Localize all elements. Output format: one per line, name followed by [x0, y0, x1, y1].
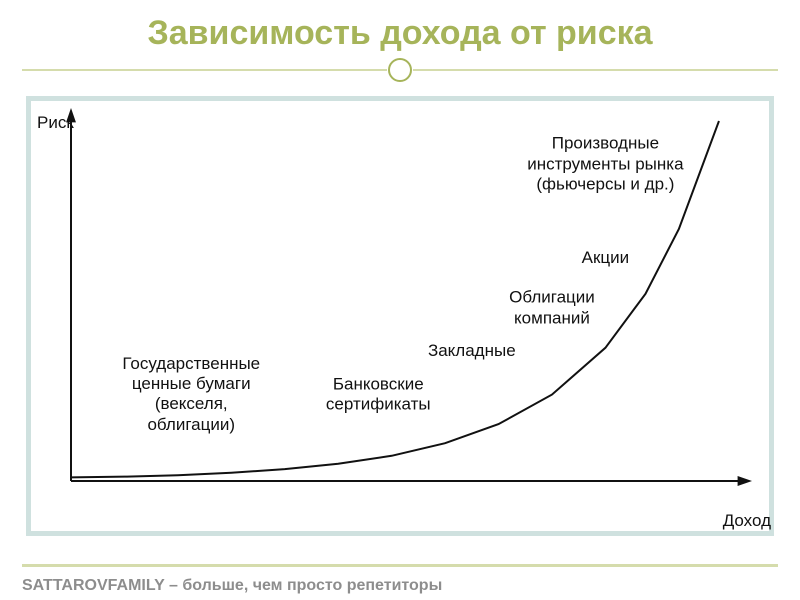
chart-label: Государственныеценные бумаги(векселя,обл…	[122, 354, 260, 436]
chart-inner: Риск Доход Государственныеценные бумаги(…	[31, 101, 769, 531]
chart-label: Производныеинструменты рынка(фьючерсы и …	[527, 134, 683, 195]
ornament-svg	[0, 55, 800, 85]
axis-label-x: Доход	[723, 511, 771, 531]
footer-rule	[22, 564, 778, 567]
chart-label: Закладные	[428, 341, 516, 361]
footer-text: SATTAROVFAMILY – больше, чем просто репе…	[22, 572, 778, 600]
axis-label-y: Риск	[37, 113, 74, 133]
title-ornament	[0, 55, 800, 85]
chart-container: Риск Доход Государственныеценные бумаги(…	[26, 96, 774, 536]
slide: Зависимость дохода от риска Риск Доход Г…	[0, 0, 800, 600]
chart-label: Банковскиесертификаты	[326, 374, 431, 415]
chart-label: Облигациикомпаний	[509, 288, 595, 329]
slide-title: Зависимость дохода от риска	[0, 14, 800, 53]
chart-label: Акции	[582, 248, 630, 268]
